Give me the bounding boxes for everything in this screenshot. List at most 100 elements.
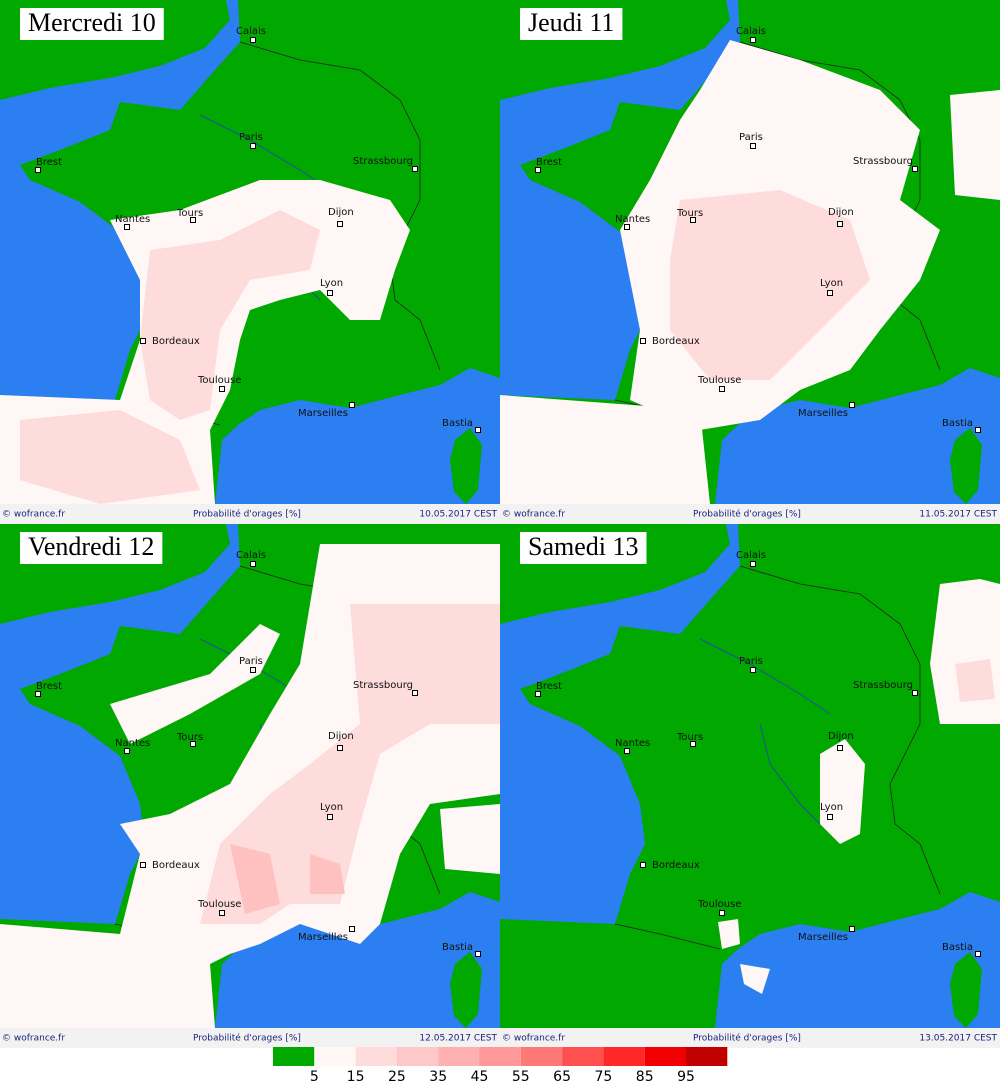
city-marker <box>690 741 696 747</box>
city-marker <box>412 166 418 172</box>
city-marker <box>624 748 630 754</box>
city-marker <box>219 386 225 392</box>
city-label: Dijon <box>828 731 854 742</box>
city-marker <box>250 561 256 567</box>
city-marker <box>349 926 355 932</box>
city-marker <box>535 167 541 173</box>
city-label: Nantes <box>115 738 150 749</box>
city-marker <box>327 290 333 296</box>
footer-credit: © wofrance.fr <box>502 1034 565 1044</box>
city-marker <box>975 427 981 433</box>
legend-swatch <box>520 1047 563 1066</box>
city-label: Paris <box>239 132 263 143</box>
panel-title-box: Jeudi 11 <box>520 8 623 40</box>
legend-swatch <box>438 1047 480 1066</box>
city-marker <box>849 402 855 408</box>
map-panel: Calais Paris Brest Strassbourg Nantes Tours Di… <box>500 524 1000 1028</box>
city-marker <box>837 745 843 751</box>
city-label: Brest <box>536 681 562 692</box>
legend-swatch <box>644 1047 686 1066</box>
city-label: Marseilles <box>298 932 348 943</box>
city-label: Marseilles <box>298 408 348 419</box>
footer-credit: © wofrance.fr <box>2 1034 65 1044</box>
city-marker <box>140 862 146 868</box>
city-label: Bordeaux <box>152 336 200 347</box>
city-marker <box>124 224 130 230</box>
city-label: Paris <box>239 656 263 667</box>
city-marker <box>337 221 343 227</box>
city-label: Bastia <box>942 418 973 429</box>
city-label: Tours <box>676 208 703 219</box>
footer-bar <box>0 504 500 524</box>
city-label: Nantes <box>615 738 650 749</box>
footer-date: 11.05.2017 CEST <box>919 510 997 520</box>
city-label: Lyon <box>320 802 343 813</box>
city-label: Toulouse <box>697 899 741 910</box>
city-label: Lyon <box>320 278 343 289</box>
city-marker <box>690 217 696 223</box>
city-marker <box>250 37 256 43</box>
legend-swatch <box>562 1047 604 1066</box>
city-label: Paris <box>739 132 763 143</box>
city-label: Brest <box>36 157 62 168</box>
legend-label: 35 <box>429 1069 447 1085</box>
city-label: Toulouse <box>697 375 741 386</box>
city-marker <box>190 217 196 223</box>
city-marker <box>412 690 418 696</box>
legend-swatch <box>479 1047 521 1066</box>
city-label: Brest <box>536 157 562 168</box>
footer-credit: © wofrance.fr <box>2 510 65 520</box>
city-label: Toulouse <box>197 375 241 386</box>
city-label: Calais <box>736 26 766 37</box>
city-marker <box>624 224 630 230</box>
city-label: Bordeaux <box>652 336 700 347</box>
city-marker <box>640 338 646 344</box>
city-label: Strassbourg <box>853 156 913 167</box>
city-marker <box>35 691 41 697</box>
city-marker <box>475 427 481 433</box>
city-label: Strassbourg <box>853 680 913 691</box>
city-marker <box>719 386 725 392</box>
city-marker <box>535 691 541 697</box>
footer-credit: © wofrance.fr <box>502 510 565 520</box>
city-label: Nantes <box>615 214 650 225</box>
city-marker <box>750 37 756 43</box>
city-marker <box>912 166 918 172</box>
city-label: Tours <box>676 732 703 743</box>
city-marker <box>140 338 146 344</box>
map-panel: Calais Paris Brest Strassbourg Nantes Tours Di… <box>0 0 500 504</box>
city-marker <box>349 402 355 408</box>
city-label: Bastia <box>942 942 973 953</box>
legend-swatch <box>314 1047 356 1066</box>
map-panel: Calais Paris Brest Strassbourg Nantes Tours Di… <box>500 0 1000 504</box>
panel-footer: © wofrance.fr Probabilité d'orages [%] 10.… <box>0 504 500 524</box>
city-label: Bastia <box>442 418 473 429</box>
city-marker <box>975 951 981 957</box>
legend-label: 15 <box>347 1069 365 1085</box>
city-label: Calais <box>236 26 266 37</box>
legend-label: 55 <box>512 1069 530 1085</box>
map-panel: Calais Paris Brest Strassbourg Nantes Tours Di… <box>0 524 500 1028</box>
city-marker <box>837 221 843 227</box>
city-label: Bordeaux <box>152 860 200 871</box>
city-marker <box>337 745 343 751</box>
title-background <box>520 8 623 40</box>
panel-title: Samedi 13 <box>528 532 639 561</box>
city-marker <box>124 748 130 754</box>
panel-title-box: Vendredi 12 <box>20 532 163 564</box>
footer-date: 12.05.2017 CEST <box>419 1034 497 1044</box>
panel-title-box: Samedi 13 <box>520 532 647 564</box>
city-marker <box>827 290 833 296</box>
city-label: Lyon <box>820 802 843 813</box>
legend-label: 95 <box>677 1069 695 1085</box>
city-marker <box>750 143 756 149</box>
title-background <box>520 532 647 564</box>
legend-label: 45 <box>471 1069 489 1085</box>
city-marker <box>827 814 833 820</box>
legend-swatch <box>273 1047 315 1066</box>
city-label: Dijon <box>328 207 354 218</box>
city-marker <box>719 910 725 916</box>
city-label: Toulouse <box>197 899 241 910</box>
